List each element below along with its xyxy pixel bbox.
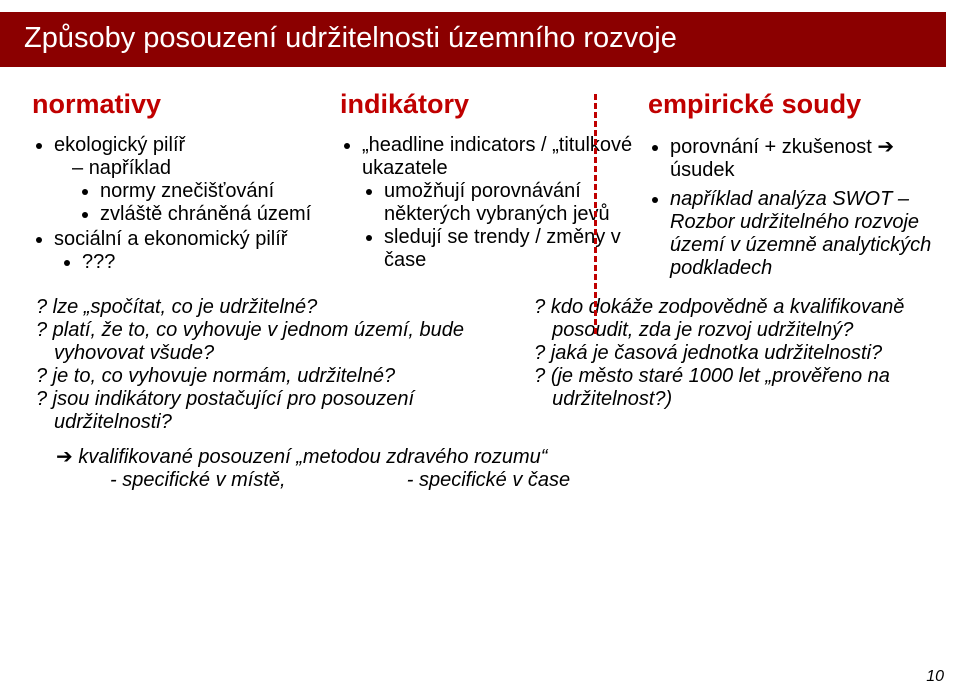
qleft-3: ? je to, co vyhovuje normám, udržitelné? [36,365,498,388]
final-line2b: - specifické v čase [407,469,570,491]
col1-item-a: ekologický pilíř [54,134,185,156]
qright-3: ? (je město staré 1000 let „prověřeno na… [534,365,936,411]
page-number: 10 [926,668,944,686]
questions-row: ? lze „spočítat, co je udržitelné? ? pla… [0,286,960,434]
col1-item-a1: normy znečišťování [100,180,326,203]
col2-list: „headline indicators / „titulkové ukazat… [340,134,634,272]
questions-left: ? lze „spočítat, co je udržitelné? ? pla… [36,296,498,434]
qleft-2: ? platí, že to, co vyhovuje v jednom úze… [36,319,498,365]
col3-item-a-pre: porovnání + zkušenost [670,136,877,158]
col1-list: ekologický pilíř například normy znečišť… [32,134,326,274]
column-empiricke: empirické soudy porovnání + zkušenost ➔ … [648,89,942,286]
columns-row: normativy ekologický pilíř například nor… [0,67,960,286]
qleft-4: ? jsou indikátory postačující pro posouz… [36,388,498,434]
col1-item-a-ex: například [89,157,171,179]
col1-item-b1: ??? [82,251,326,274]
arrow-icon: ➔ [56,446,73,468]
slide-title: Způsoby posouzení udržitelnosti územního… [0,12,946,67]
col1-heading: normativy [32,89,326,120]
column-normativy: normativy ekologický pilíř například nor… [32,89,326,286]
final-statement: ➔ kvalifikované posouzení „metodou zdrav… [0,434,960,492]
col1-item-a2: zvláště chráněná území [100,203,326,226]
column-indikatory: indikátory „headline indicators / „titul… [340,89,634,286]
col3-item-a-post: úsudek [670,159,735,181]
arrow-icon: ➔ [877,136,894,158]
final-line2a: - specifické v místě, [110,469,286,491]
qright-2: ? jaká je časová jednotka udržitelnosti? [534,342,936,365]
col3-heading: empirické soudy [648,89,942,120]
col3-item-b: například analýza SWOT – Rozbor udržitel… [670,188,942,280]
vertical-divider [594,94,597,334]
col3-list: porovnání + zkušenost ➔ úsudek například… [648,134,942,280]
col2-heading: indikátory [340,89,634,120]
col2-item-a: „headline indicators / „titulkové ukazat… [362,134,632,179]
qleft-1: ? lze „spočítat, co je udržitelné? [36,296,498,319]
final-line1: kvalifikované posouzení „metodou zdravéh… [73,446,548,468]
col1-item-b: sociální a ekonomický pilíř [54,228,287,250]
